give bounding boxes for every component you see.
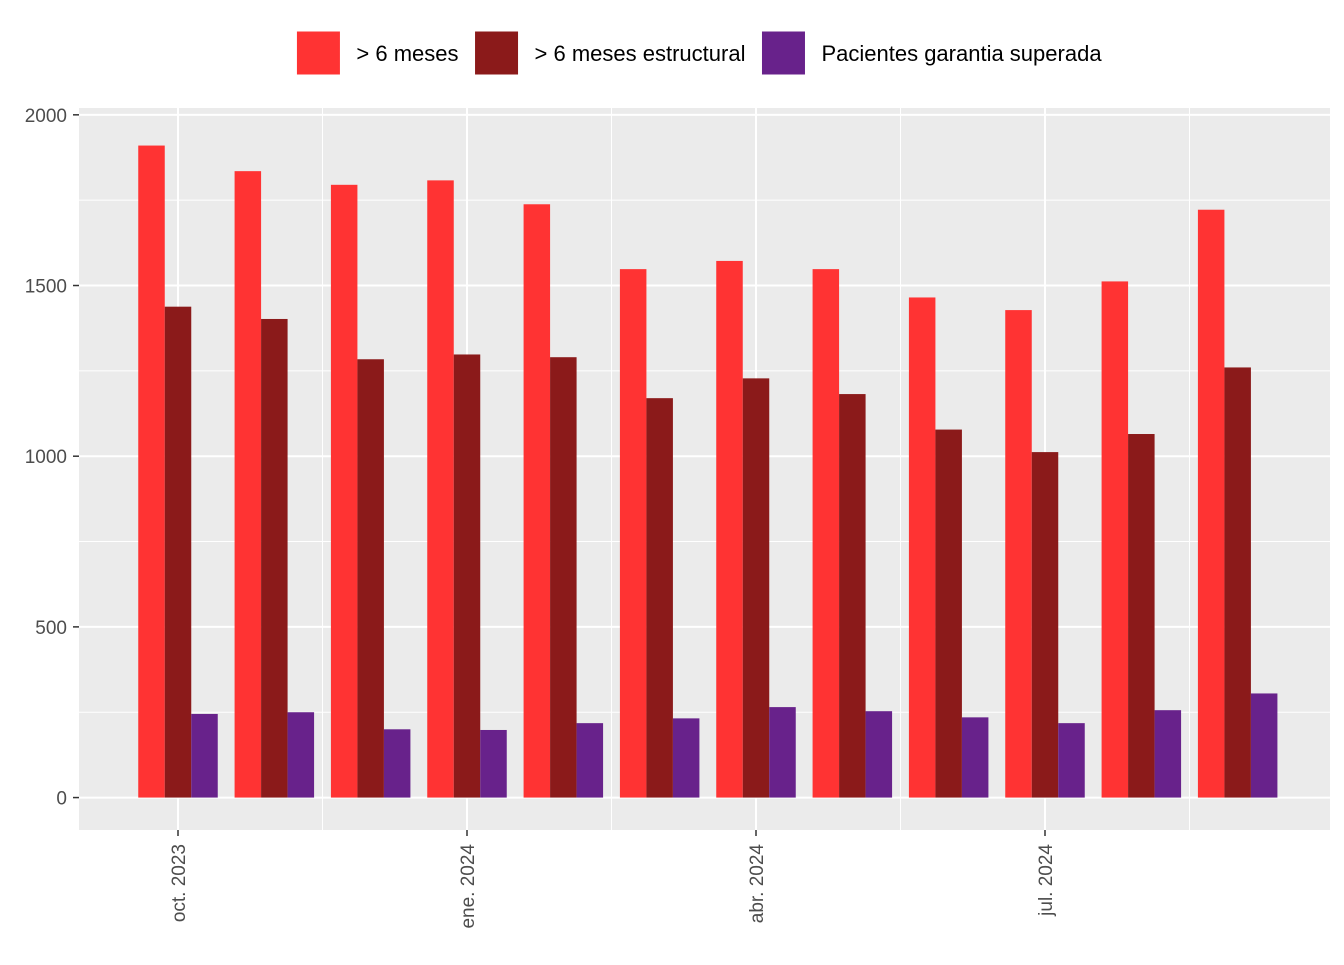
x-tick-label: jul. 2024 (1036, 844, 1057, 917)
y-axis: 0 500 1000 1500 2000 (25, 106, 79, 810)
bar-2024-05-series-2 (839, 394, 866, 798)
bar-2024-06-series-3 (961, 717, 989, 798)
bar-2024-04-series-1 (716, 260, 743, 798)
bar-2024-02-series-1 (523, 204, 551, 798)
bar-2024-01-series-3 (480, 729, 507, 798)
x-tick-label: ene. 2024 (458, 844, 479, 929)
bar-2024-07-series-3 (1058, 723, 1085, 798)
y-tick-label: 2000 (25, 106, 67, 127)
x-tick-label: oct. 2023 (169, 844, 190, 922)
bar-2024-05-series-1 (812, 269, 840, 798)
legend-key-series-3 (760, 30, 806, 76)
y-tick-label: 1500 (25, 277, 67, 298)
bar-2023-10-series-2 (164, 306, 192, 798)
legend-label-series-2: > 6 meses estructural (535, 41, 746, 66)
bar-2024-09-series-3 (1250, 693, 1278, 798)
bar-2024-03-series-1 (619, 269, 647, 798)
bar-2024-01-series-1 (427, 180, 454, 798)
bar-2024-04-series-2 (742, 378, 770, 798)
y-tick-label: 500 (35, 618, 67, 639)
legend: > 6 meses > 6 meses estructural Pacientes … (295, 30, 1102, 76)
bar-2024-04-series-3 (769, 707, 796, 798)
bar-2023-12-series-3 (383, 729, 411, 798)
bar-2023-11-series-2 (261, 318, 288, 798)
legend-key-series-2 (474, 30, 520, 76)
bar-2024-02-series-3 (576, 723, 604, 798)
bar-2023-10-series-3 (191, 713, 218, 798)
bar-2023-10-series-1 (138, 145, 165, 798)
bar-2024-06-series-1 (908, 297, 936, 798)
y-tick-label: 0 (56, 789, 67, 810)
legend-label-series-3: Pacientes garantia superada (821, 41, 1102, 66)
bars (138, 145, 1278, 798)
bar-2023-11-series-3 (287, 712, 315, 798)
bar-2023-12-series-2 (357, 359, 384, 798)
bar-2024-02-series-2 (550, 357, 577, 798)
bar-2024-08-series-2 (1128, 434, 1155, 798)
x-tick-label: abr. 2024 (747, 844, 768, 924)
bar-2024-03-series-3 (672, 718, 700, 798)
bar-2023-12-series-1 (330, 184, 358, 798)
bar-2024-07-series-2 (1031, 452, 1059, 798)
x-axis: oct. 2023 ene. 2024 abr. 2024 jul. 2024 (169, 830, 1057, 929)
bar-2024-09-series-1 (1197, 209, 1225, 798)
bar-2024-09-series-2 (1224, 367, 1251, 798)
bar-2024-08-series-1 (1101, 281, 1129, 798)
bar-2024-03-series-2 (646, 398, 673, 798)
bar-2024-07-series-1 (1005, 310, 1032, 798)
bar-2024-08-series-3 (1154, 710, 1182, 798)
bar-2024-01-series-2 (453, 354, 481, 798)
y-tick-label: 1000 (25, 447, 67, 468)
bar-2023-11-series-1 (234, 171, 262, 798)
bar-2024-06-series-2 (935, 429, 962, 798)
bar-2024-05-series-3 (865, 711, 893, 798)
legend-key-series-1 (295, 30, 341, 76)
legend-label-series-1: > 6 meses (356, 41, 458, 66)
